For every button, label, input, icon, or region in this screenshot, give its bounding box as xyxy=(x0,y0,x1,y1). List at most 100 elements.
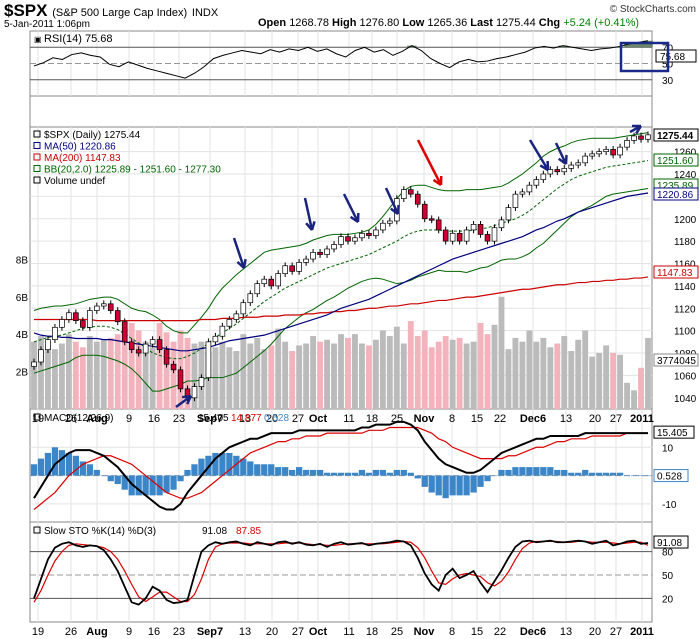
macd-last-value: 15.405 xyxy=(657,428,688,439)
macd-hist-bar-46 xyxy=(351,472,359,476)
volume-bar-19 xyxy=(163,332,170,409)
rsi-overbought-fill xyxy=(407,40,653,48)
volume-bar-4 xyxy=(58,343,65,409)
arrow-sep-head xyxy=(236,258,247,269)
macd-hist-bar-43 xyxy=(330,472,338,476)
sto-xtick-16: 15 xyxy=(471,626,483,638)
price-last-box-0 xyxy=(653,128,699,142)
macd-hist-bar-37 xyxy=(289,469,296,476)
candle-body-49 xyxy=(373,229,379,236)
candle-body-51 xyxy=(387,220,393,224)
volume-bar-53 xyxy=(400,343,407,409)
macd-hist-bar-72 xyxy=(533,467,540,476)
candle-body-64 xyxy=(477,224,484,235)
sto-xtick-20: 20 xyxy=(589,626,601,638)
macd-hist-bar-51 xyxy=(386,472,393,476)
volume-bar-45 xyxy=(345,337,351,409)
macd-hist-bar-45 xyxy=(344,472,352,476)
last-label: Last xyxy=(470,17,493,29)
candle-body-72 xyxy=(533,179,540,186)
candle-body-61 xyxy=(456,232,463,242)
symbol-title: $SPX (S&P 500 Large Cap Index) INDX xyxy=(4,1,218,21)
macd-tick-0: 10 xyxy=(662,443,674,454)
price-last-label-1: 1251.60 xyxy=(657,156,694,167)
volume-bar-2 xyxy=(45,345,51,409)
macd-hist-bar-41 xyxy=(316,469,324,476)
volume-bar-43 xyxy=(331,343,337,409)
candle-body-24 xyxy=(198,377,205,387)
open-value: 1268.78 xyxy=(289,17,329,29)
candle-body-0 xyxy=(31,361,37,367)
macd-hist-bar-63 xyxy=(470,475,477,493)
candle-body-84 xyxy=(617,146,623,156)
price-xtick-17: 22 xyxy=(494,413,506,425)
high-value: 1276.80 xyxy=(359,17,400,29)
price-xtick-1: 26 xyxy=(65,413,77,425)
arrow-oct-end xyxy=(384,187,400,215)
macd-hist-bar-55 xyxy=(414,475,421,479)
macd-hist-bar-27 xyxy=(219,452,226,476)
arrow-oct-end-head xyxy=(390,204,400,216)
sto-xtick-7: 13 xyxy=(239,626,251,638)
brand-watermark: © StockCharts.com xyxy=(609,4,696,15)
volume-bar-8 xyxy=(86,336,93,409)
chg-label: Chg xyxy=(538,17,561,29)
candle-body-12 xyxy=(114,310,121,323)
macd-hist-bar-80 xyxy=(589,472,596,476)
candle-body-79 xyxy=(582,155,588,164)
price-tick-1060: 1060 xyxy=(674,371,697,382)
macd-hist-bar-32 xyxy=(254,464,261,476)
candle-body-58 xyxy=(435,219,442,231)
sto-panel xyxy=(29,521,653,623)
candle-body-44 xyxy=(338,236,344,245)
rsi-line xyxy=(33,40,649,79)
sto-legend-swatch xyxy=(33,526,41,534)
macd-hist-bar-3 xyxy=(51,447,59,476)
macd-hist-bar-50 xyxy=(379,469,387,476)
volume-bar-34 xyxy=(268,345,275,409)
arrow-dec xyxy=(528,139,550,171)
candle-body-7 xyxy=(80,320,86,328)
macd-hist-bar-83 xyxy=(609,472,617,476)
candle-body-70 xyxy=(519,191,526,195)
arrow-dec-head xyxy=(539,160,550,172)
volume-tick-4B: 4B xyxy=(16,330,29,341)
macd-signal-line xyxy=(33,426,648,510)
candle-body-13 xyxy=(121,321,128,343)
volume-bar-36 xyxy=(282,341,289,409)
macd-hist-bar-65 xyxy=(484,475,491,482)
macd-hist-bar-79 xyxy=(582,469,589,476)
macd-hist-bar-61 xyxy=(456,475,463,496)
macd-hist-bar-36 xyxy=(282,467,289,476)
volume-bar-56 xyxy=(421,330,428,409)
macd-hist-bar-53 xyxy=(400,469,407,476)
volume-bar-78 xyxy=(575,339,582,409)
price-legend-1: MA(50) 1220.86 xyxy=(44,142,116,153)
volume-bar-35 xyxy=(275,328,282,409)
sto-legend-label: Slow STO %K(14) %D(3) xyxy=(44,526,156,537)
candle-body-67 xyxy=(498,219,505,229)
macd-hist-bar-85 xyxy=(623,475,631,477)
sto-legend-k: 91.08 xyxy=(202,526,227,537)
candle-body-71 xyxy=(526,184,533,193)
sto-xtick-6: Sep7 xyxy=(197,626,223,638)
volume-bar-73 xyxy=(540,337,547,409)
candle-body-17 xyxy=(149,339,156,345)
volume-bar-69 xyxy=(512,337,519,409)
macd-hist-bar-28 xyxy=(226,452,233,476)
macd-hist-last-box xyxy=(653,469,689,483)
price-legend-2: MA(200) 1147.83 xyxy=(44,153,121,164)
macd-hist-bar-59 xyxy=(442,475,449,499)
volume-bar-1 xyxy=(38,336,44,409)
volume-bar-20 xyxy=(170,341,177,409)
volume-bar-68 xyxy=(505,349,512,409)
price-xtick-8: 20 xyxy=(266,413,278,425)
sto-tick-50: 50 xyxy=(662,571,674,582)
arrow-oct xyxy=(342,193,360,223)
volume-bar-5 xyxy=(65,334,72,409)
price-tick-1120: 1120 xyxy=(674,304,696,315)
macd-hist-bar-22 xyxy=(184,469,191,476)
volume-bar-37 xyxy=(289,351,296,409)
candle-body-25 xyxy=(205,341,212,379)
price-last-label-2: 1235.89 xyxy=(657,181,694,192)
